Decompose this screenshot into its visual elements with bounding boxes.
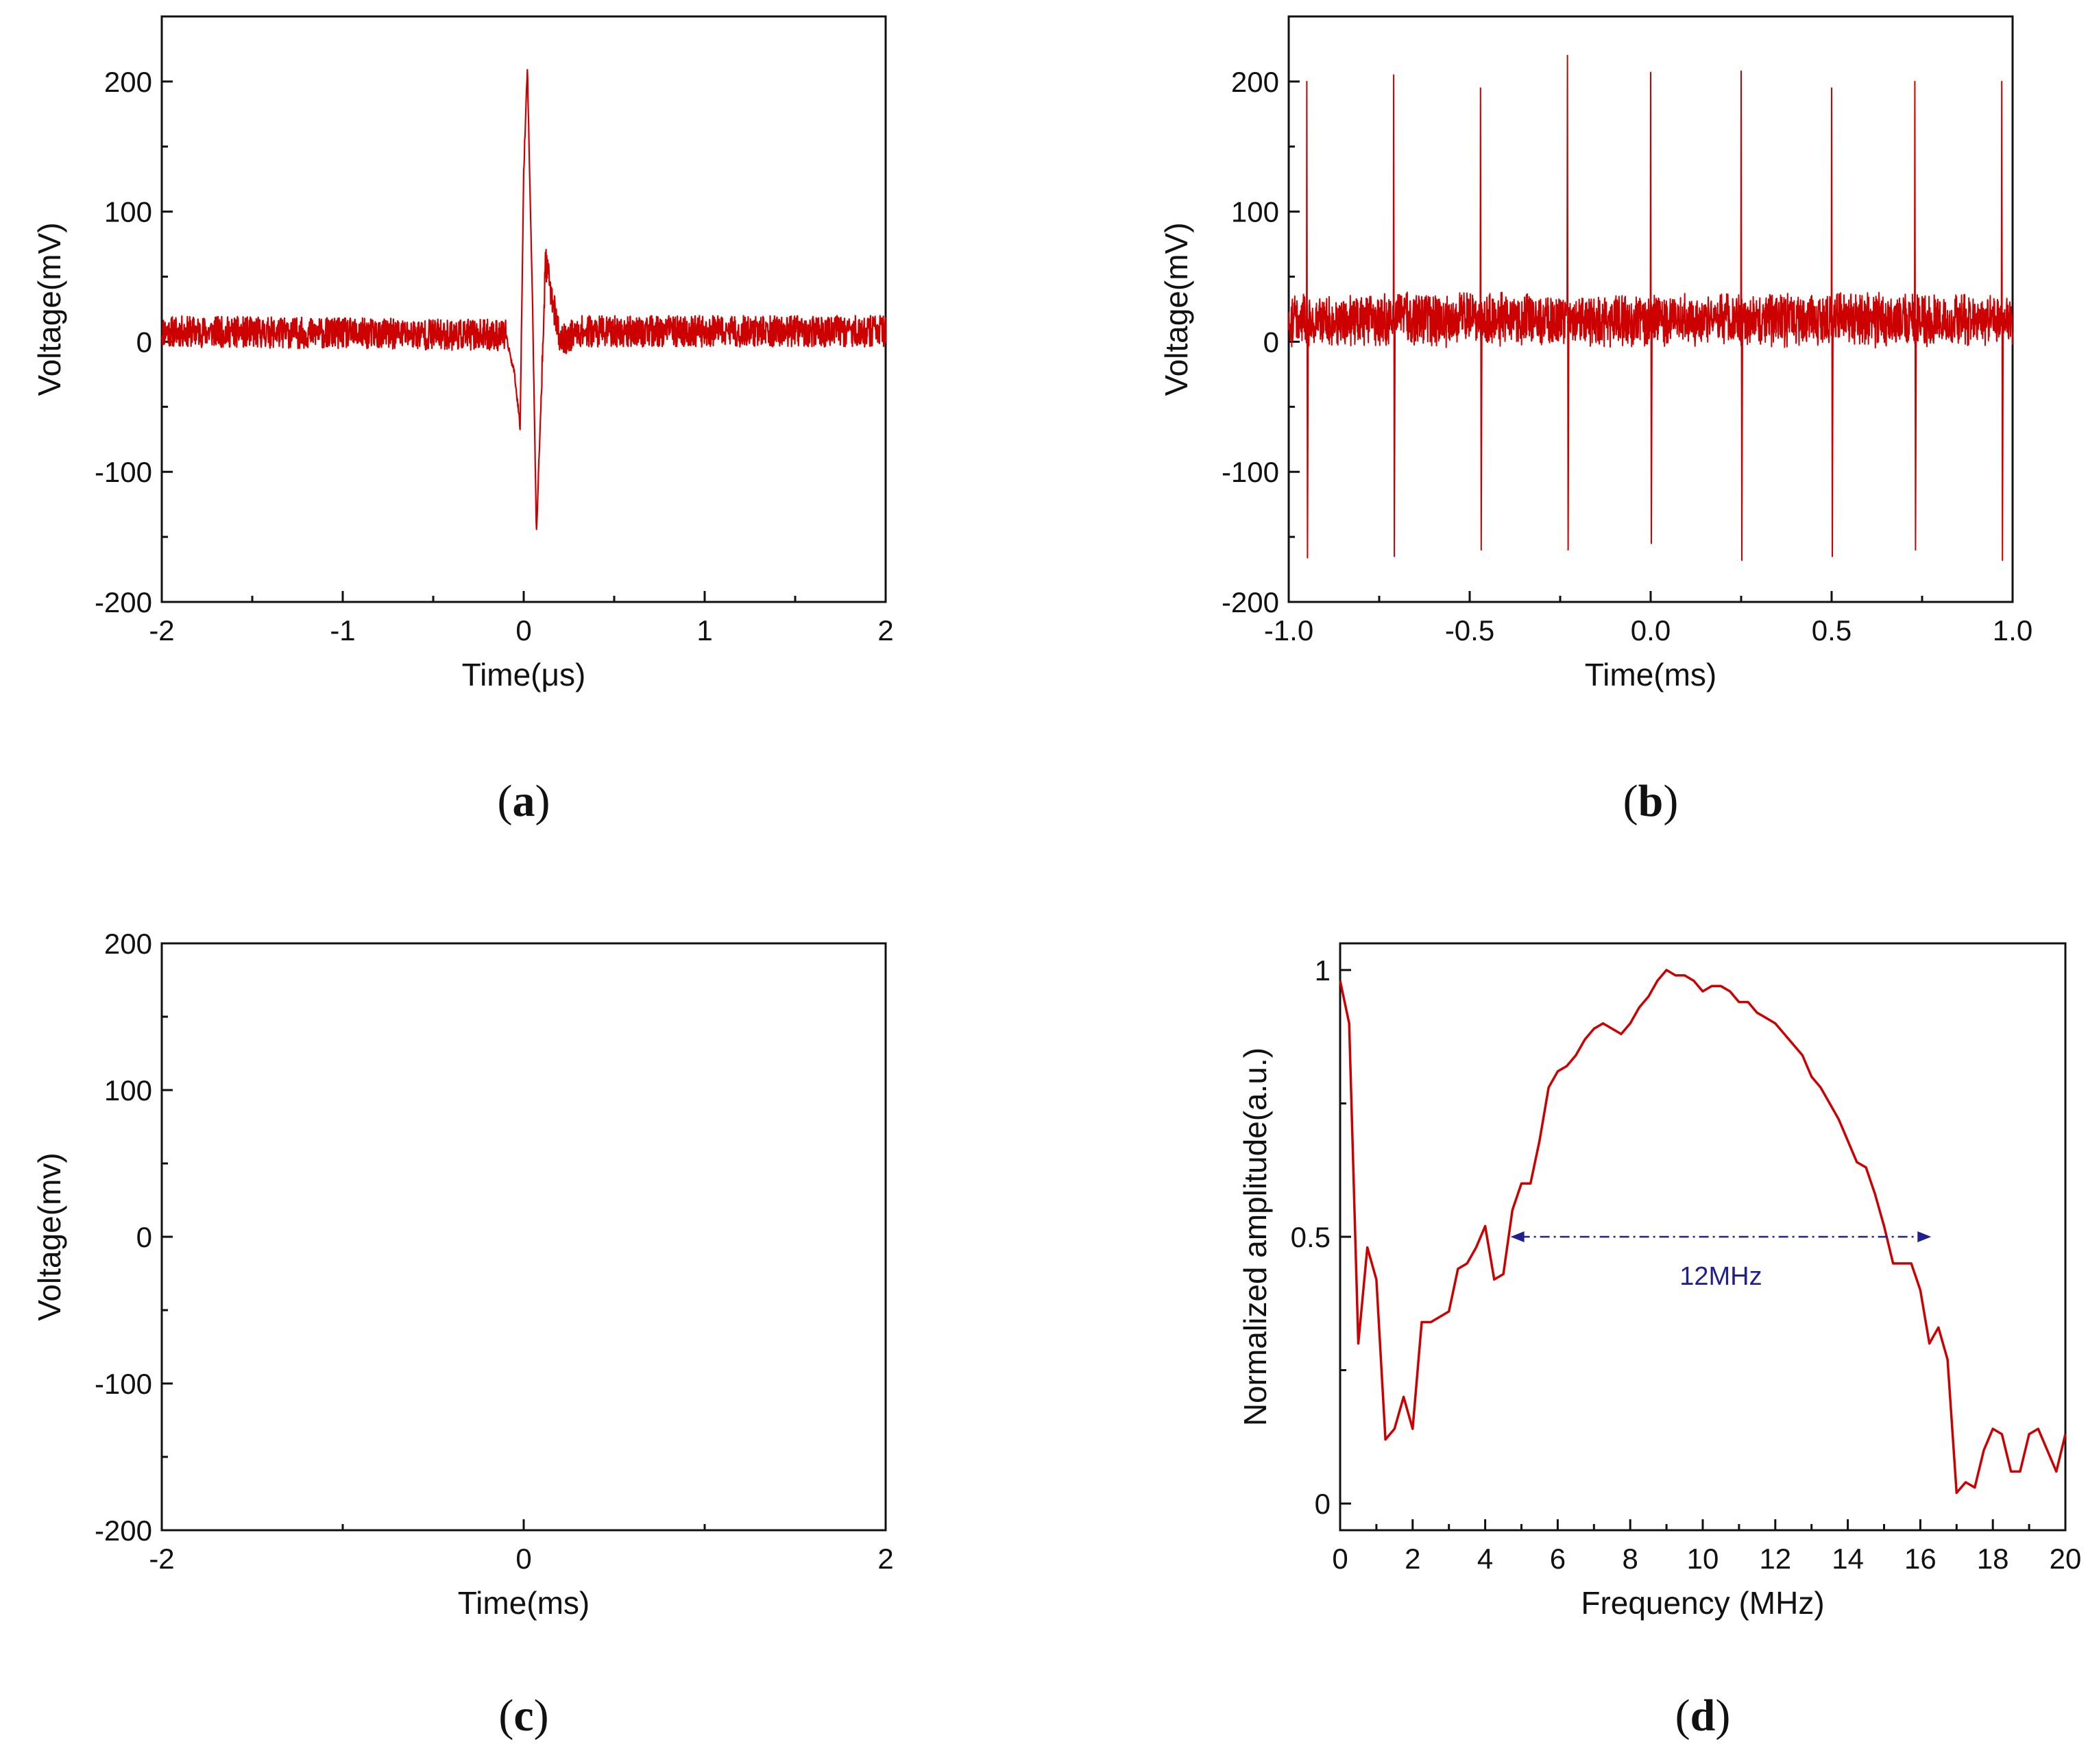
y-tick-label-a-2: 0	[136, 326, 152, 358]
arrowhead-right-icon	[1917, 1231, 1932, 1242]
panel-label-d: (d)	[1675, 1691, 1731, 1741]
arrowhead-left-icon	[1510, 1231, 1525, 1242]
x-tick-label-d-7: 14	[1832, 1543, 1864, 1575]
y-tick-label-c-3: 100	[104, 1074, 152, 1107]
panel-letter-b: b	[1638, 776, 1664, 826]
x-tick-label-d-5: 10	[1687, 1543, 1719, 1575]
signal-trace-a	[160, 69, 887, 531]
panel-letter-a: a	[513, 776, 535, 826]
panel-d: 0 2 4 6 8 10 12 14 16 18 20 00.51 12MHz Frequency …	[1237, 942, 2081, 1741]
y-tick-label-b-2: 0	[1263, 326, 1279, 358]
signal-trace-b	[1288, 54, 2013, 561]
x-tick-label-d-0: 0	[1332, 1543, 1348, 1575]
y-axis-title-b: Voltage(mV)	[1158, 222, 1194, 396]
x-axis-title-c: Time(ms)	[458, 1585, 590, 1621]
panel-label-c: (c)	[498, 1691, 548, 1741]
x-tick-label-a-2: 0	[515, 614, 531, 647]
x-tick-label-d-1: 2	[1405, 1543, 1420, 1575]
x-tick-label-d-6: 12	[1759, 1543, 1791, 1575]
x-tick-label-a-4: 2	[877, 614, 893, 647]
y-axis-title-a: Voltage(mV)	[32, 222, 67, 396]
x-tick-label-c-2: 2	[877, 1543, 893, 1575]
y-tick-label-c-2: 0	[136, 1221, 152, 1253]
x-axis-title-a: Time(μs)	[462, 657, 586, 692]
bandwidth-annotation: 12MHz	[1510, 1231, 1932, 1291]
y-tick-label-b-0: -200	[1222, 586, 1279, 618]
x-tick-label-d-4: 8	[1623, 1543, 1638, 1575]
x-tick-label-b-3: 0.5	[1812, 614, 1852, 647]
y-tick-label-b-1: -100	[1222, 456, 1279, 488]
y-tick-label-a-4: 200	[104, 66, 152, 98]
y-tick-label-a-3: 100	[104, 196, 152, 228]
y-tick-label-a-0: -200	[95, 586, 152, 618]
panel-label-b: (b)	[1623, 776, 1679, 826]
x-axis-title-b: Time(ms)	[1585, 657, 1716, 692]
y-tick-label-b-4: 200	[1231, 66, 1279, 98]
y-tick-label-d-2: 1	[1315, 954, 1331, 987]
x-tick-label-c-1: 0	[515, 1543, 531, 1575]
y-tick-label-b-3: 100	[1231, 196, 1279, 228]
panel-c: -2 0 2 -200 -100 0 100 200 Time(ms) Voltage(mv…	[32, 928, 894, 1741]
panel-label-a: (a)	[498, 776, 550, 826]
plot-frame-a	[160, 15, 887, 603]
x-axis-c: -2 0 2	[149, 1519, 894, 1575]
panel-letter-d: d	[1690, 1691, 1716, 1741]
bandwidth-label: 12MHz	[1679, 1262, 1762, 1291]
x-tick-label-a-1: -1	[330, 614, 355, 647]
x-tick-label-d-3: 6	[1550, 1543, 1566, 1575]
x-tick-label-a-3: 1	[696, 614, 712, 647]
x-axis-a: -2 -1 0 1 2	[149, 591, 894, 647]
y-tick-label-c-4: 200	[104, 928, 152, 960]
y-tick-label-c-0: -200	[95, 1514, 152, 1547]
y-axis-a: -200 -100 0 100 200	[95, 66, 173, 618]
plot-frame-c	[160, 942, 887, 1532]
x-tick-label-d-2: 4	[1477, 1543, 1493, 1575]
spectrum-line-d	[1339, 969, 2067, 1495]
x-tick-label-d-8: 16	[1904, 1543, 1937, 1575]
y-tick-label-d-1: 0.5	[1291, 1221, 1331, 1253]
y-axis-b: -200 -100 0 100 200	[1222, 66, 1300, 618]
y-tick-label-c-1: -100	[95, 1368, 152, 1400]
x-axis-d: 0 2 4 6 8 10 12 14 16 18 20	[1332, 1519, 2081, 1575]
x-tick-label-d-10: 20	[2050, 1543, 2082, 1575]
x-tick-label-d-9: 18	[1977, 1543, 2009, 1575]
y-axis-title-c: Voltage(mv)	[32, 1152, 67, 1320]
x-tick-label-b-2: 0.0	[1631, 614, 1671, 647]
y-axis-title-d: Normalized amplitude(a.u.)	[1237, 1048, 1273, 1426]
x-tick-label-a-0: -2	[149, 614, 174, 647]
y-tick-label-d-0: 0	[1315, 1488, 1331, 1520]
x-axis-title-d: Frequency (MHz)	[1581, 1585, 1824, 1621]
x-axis-b: -1.0 -0.5 0.0 0.5 1.0	[1264, 591, 2032, 647]
x-tick-label-b-1: -0.5	[1445, 614, 1494, 647]
y-axis-d: 00.51	[1291, 954, 1351, 1520]
panel-a: -2 -1 0 1 2 -200 -100 0 100 200 Time(μs) Voltage…	[32, 15, 894, 826]
y-tick-label-a-1: -100	[95, 456, 152, 488]
y-axis-c: -200 -100 0 100 200	[95, 928, 173, 1547]
panel-letter-c: c	[513, 1691, 533, 1741]
x-tick-label-b-0: -1.0	[1264, 614, 1313, 647]
panel-b: -1.0 -0.5 0.0 0.5 1.0 -200 -100 0 100 200 Time(m…	[1158, 15, 2032, 826]
x-tick-label-b-4: 1.0	[1993, 614, 2032, 647]
x-tick-label-c-0: -2	[149, 1543, 174, 1575]
